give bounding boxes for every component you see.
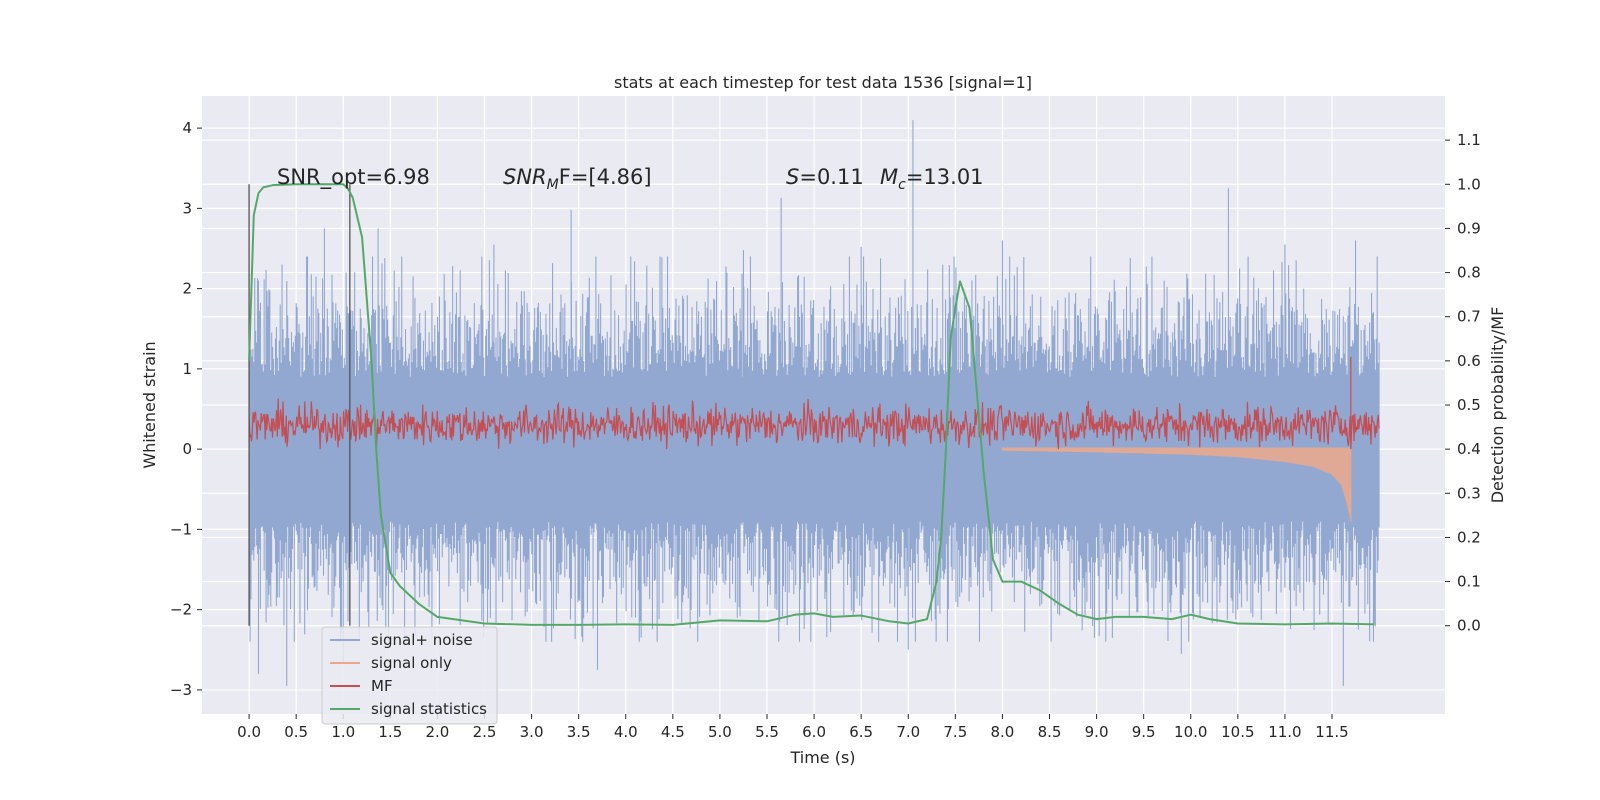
y2-tick-label: 0.6 (1457, 352, 1481, 370)
ticks: 0.0 0.5 1.0 1.5 2.0 2.5 3.0 3.5 4.0 4.5 5.0 5.5 6.0 6… (170, 119, 1481, 741)
y2-axis-label: Detection probability/MF (1488, 307, 1507, 504)
x-tick-label: 5.0 (708, 723, 732, 741)
x-tick-label: 2.5 (473, 723, 497, 741)
x-tick-label: 10.5 (1221, 723, 1254, 741)
legend-label-mf: MF (371, 677, 393, 695)
annotation-snr-mf: SNRMF=[4.86] (503, 165, 652, 193)
y-tick-label: 2 (182, 280, 192, 298)
annotation-mc: Mc=13.01 (880, 165, 984, 193)
y2-tick-label: 0.1 (1457, 573, 1481, 591)
x-tick-label: 3.5 (567, 723, 591, 741)
y2-tick-label: 0.5 (1457, 396, 1481, 414)
x-tick-label: 7.5 (943, 723, 967, 741)
x-tick-label: 6.5 (849, 723, 873, 741)
legend-label-signal-noise: signal+ noise (371, 631, 473, 649)
chart-title: stats at each timestep for test data 153… (614, 73, 1032, 92)
y2-tick-label: 1.1 (1457, 131, 1481, 149)
x-tick-label: 5.5 (755, 723, 779, 741)
y2-tick-label: 0.9 (1457, 219, 1481, 237)
y-tick-label: 1 (182, 360, 192, 378)
x-tick-label: 8.0 (990, 723, 1014, 741)
legend: signal+ noise signal only MF signal stat… (321, 626, 498, 725)
x-tick-label: 9.0 (1085, 723, 1109, 741)
legend-label-signal-statistics: signal statistics (371, 700, 487, 718)
x-tick-label: 3.0 (520, 723, 544, 741)
series-signal-statistics (248, 183, 1375, 626)
x-tick-label: 2.0 (425, 723, 449, 741)
y-axis-label: Whitened strain (140, 341, 159, 468)
x-tick-label: 0.0 (237, 723, 261, 741)
x-tick-label: 11.0 (1268, 723, 1301, 741)
y2-tick-label: 0.3 (1457, 484, 1481, 502)
x-tick-label: 0.5 (284, 723, 308, 741)
y-tick-label: 0 (182, 440, 192, 458)
x-tick-label: 8.5 (1038, 723, 1062, 741)
x-tick-label: 6.0 (802, 723, 826, 741)
x-tick-label: 4.0 (614, 723, 638, 741)
y-tick-label: 4 (182, 119, 192, 137)
y-tick-label: 3 (182, 199, 192, 217)
y-tick-label: −1 (170, 520, 192, 538)
y2-tick-label: 1.0 (1457, 175, 1481, 193)
y2-tick-label: 0.7 (1457, 308, 1481, 326)
y-tick-label: −3 (170, 681, 192, 699)
y-tick-label: −2 (170, 601, 192, 619)
legend-frame (321, 626, 498, 725)
x-tick-label: 7.0 (896, 723, 920, 741)
series-layer (248, 120, 1380, 686)
annotation-s: S=0.11 (786, 165, 864, 189)
annotation-snr-opt: SNR_opt=6.98 (277, 165, 430, 190)
y2-tick-label: 0.0 (1457, 617, 1481, 635)
x-tick-label: 10.0 (1174, 723, 1207, 741)
legend-label-signal-only: signal only (371, 654, 452, 672)
series-signal-only (1001, 447, 1352, 522)
y2-tick-label: 0.4 (1457, 440, 1481, 458)
y2-tick-label: 0.8 (1457, 264, 1481, 282)
y2-tick-label: 0.2 (1457, 528, 1481, 546)
x-axis-label: Time (s) (789, 748, 855, 767)
x-tick-label: 1.5 (378, 723, 402, 741)
x-tick-label: 11.5 (1315, 723, 1348, 741)
x-tick-label: 9.5 (1132, 723, 1156, 741)
series-mf (248, 356, 1380, 450)
x-tick-label: 1.0 (331, 723, 355, 741)
x-tick-label: 4.5 (661, 723, 685, 741)
